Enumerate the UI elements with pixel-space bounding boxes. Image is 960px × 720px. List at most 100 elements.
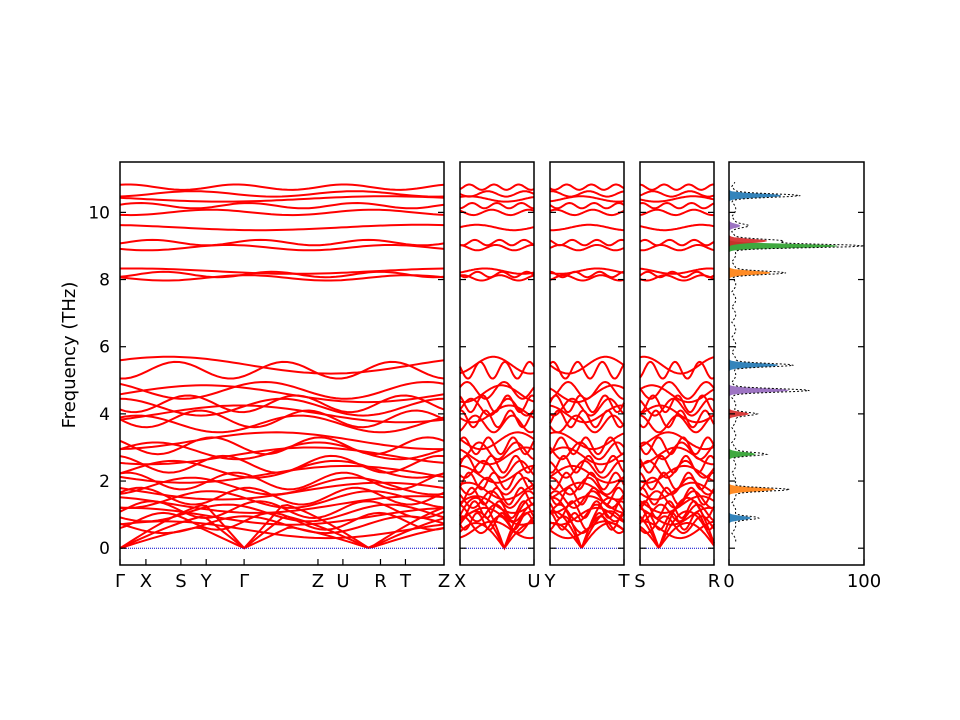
band-line: [119, 208, 445, 217]
band-line: [119, 409, 445, 429]
band-line: [549, 380, 624, 400]
band-line: [549, 500, 625, 520]
band-line: [119, 471, 445, 491]
band-line: [459, 274, 535, 282]
band-line: [639, 486, 715, 506]
band-line: [639, 360, 715, 380]
dos-x-tick-label: 100: [847, 571, 881, 592]
band-line: [459, 394, 535, 414]
x-tick-label: R: [374, 571, 387, 592]
band-line: [549, 404, 625, 424]
band-line: [459, 409, 535, 429]
band-line: [639, 238, 715, 247]
band-line: [459, 183, 535, 191]
band-line: [549, 238, 625, 247]
band-line: [119, 454, 445, 474]
x-tick-label: T: [399, 571, 412, 592]
band-line: [119, 380, 445, 400]
band-line: [549, 223, 624, 232]
band-line: [119, 436, 445, 456]
band-line: [459, 190, 535, 198]
band-line: [459, 208, 535, 217]
band-line: [119, 183, 445, 191]
band-line: [459, 380, 535, 400]
band-line: [639, 500, 715, 520]
band-line: [639, 522, 715, 550]
band-line: [459, 454, 535, 474]
band-line: [639, 471, 715, 491]
band-line: [549, 454, 625, 474]
total-dos-curve: [731, 181, 865, 542]
band-line: [119, 431, 444, 451]
band-line: [639, 267, 714, 275]
band-line: [459, 459, 535, 479]
band-line: [119, 503, 445, 523]
band-line: [549, 436, 625, 456]
band-line: [549, 511, 625, 531]
band-line: [459, 414, 535, 434]
band-line: [549, 464, 625, 484]
band-line: [119, 238, 445, 247]
band-line: [459, 446, 535, 466]
x-tick-label: S: [634, 571, 645, 592]
x-tick-label: R: [708, 571, 721, 592]
band-line: [639, 195, 715, 203]
band-line: [639, 397, 715, 417]
band-line: [639, 201, 715, 210]
y-tick-label: 10: [88, 203, 110, 223]
band-line: [549, 446, 625, 466]
band-line: [459, 436, 535, 456]
band-line: [119, 520, 445, 540]
x-tick-label: Γ: [115, 571, 125, 592]
band-line: [119, 195, 445, 203]
band-line: [549, 274, 625, 282]
band-line: [459, 500, 535, 520]
panel-frame: [459, 161, 535, 566]
band-line: [639, 208, 715, 217]
band-line: [459, 506, 535, 526]
panel-frame: [549, 161, 625, 566]
band-line: [459, 355, 535, 375]
band-line: [549, 394, 625, 414]
partial-dos-area: [728, 447, 757, 461]
band-line: [459, 244, 534, 252]
partial-dos-area: [728, 383, 789, 398]
panel-frame: [119, 161, 445, 566]
band-line: [639, 436, 715, 456]
band-line: [459, 496, 535, 551]
band-line: [639, 384, 715, 404]
band-line: [119, 201, 445, 210]
band-line: [119, 274, 445, 282]
band-line: [459, 476, 535, 496]
x-tick-label: X: [454, 571, 466, 592]
band-line: [549, 459, 625, 479]
band-line: [459, 490, 535, 509]
band-line: [549, 195, 625, 203]
band-line: [639, 490, 715, 509]
band-line: [549, 267, 625, 275]
y-tick-label: 0: [99, 539, 110, 559]
x-tick-label: U: [527, 571, 540, 592]
band-line: [549, 190, 625, 198]
band-line: [549, 355, 625, 375]
band-line: [459, 503, 535, 523]
dos-frame: [728, 161, 865, 566]
y-axis-label: Frequency (THz): [59, 282, 80, 429]
x-tick-label: U: [336, 571, 349, 592]
band-line: [459, 520, 535, 540]
band-line: [459, 431, 535, 451]
band-line: [459, 521, 535, 550]
band-line: [459, 495, 535, 514]
band-line: [119, 486, 445, 506]
band-line: [639, 454, 715, 474]
band-line: [459, 360, 535, 380]
partial-dos-area: [728, 219, 741, 233]
x-tick-label: Y: [200, 571, 213, 592]
band-line: [639, 520, 715, 540]
band-line: [549, 481, 625, 501]
band-line: [119, 506, 445, 526]
y-tick-label: 8: [99, 271, 110, 291]
band-line: [119, 270, 445, 279]
